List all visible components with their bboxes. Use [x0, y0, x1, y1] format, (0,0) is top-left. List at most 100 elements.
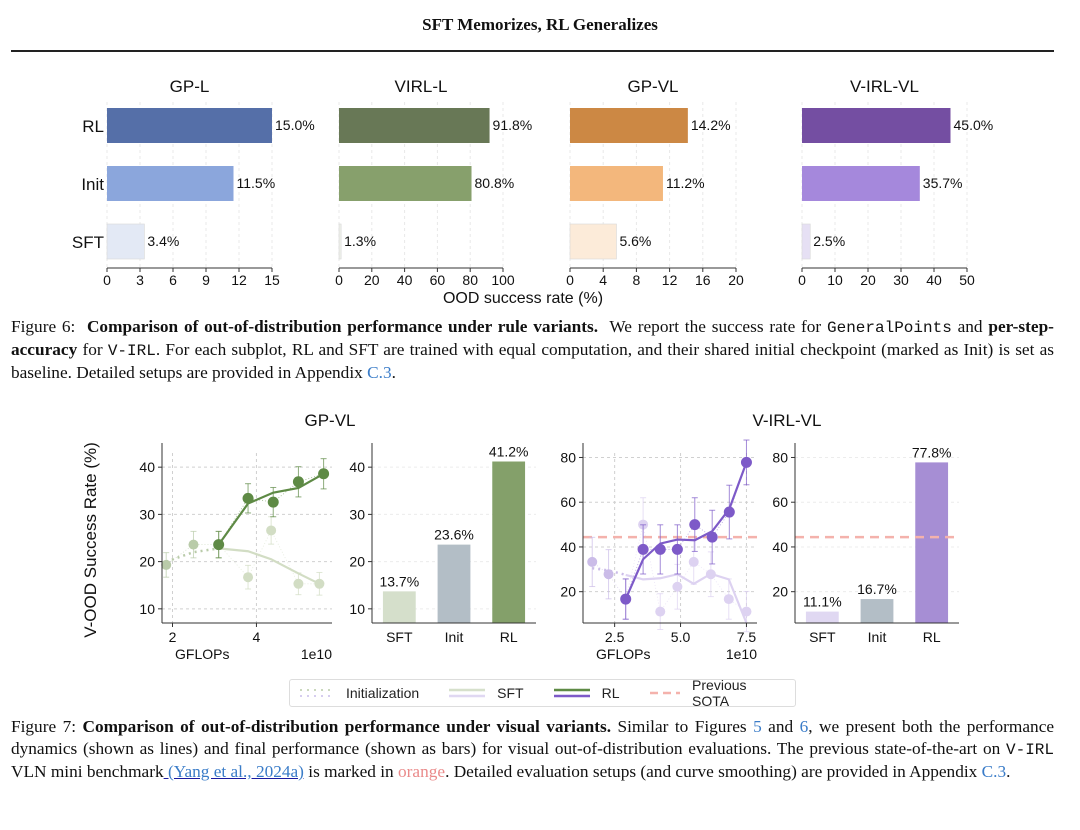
figure7-caption: Figure 7: Comparison of out-of-distribut…	[11, 716, 1054, 783]
fig6-caption-text4: . For each subplot, RL and SFT are train…	[11, 340, 1054, 382]
y-tick-label: 60	[560, 494, 576, 510]
x-tick-label: 60	[430, 272, 446, 288]
smooth-line-sft	[625, 572, 748, 624]
data-point-rl	[740, 456, 752, 468]
data-point-rl	[689, 519, 701, 531]
x-tick-label: 10	[827, 272, 843, 288]
data-point-rl	[620, 593, 632, 605]
legend-swatch-initialization	[300, 689, 332, 697]
bar-value-label: 1.3%	[344, 233, 376, 249]
y-tick-label: 20	[560, 584, 576, 600]
bar-value-label: 11.5%	[237, 175, 276, 191]
bar-value-label: 11.1%	[803, 594, 842, 610]
smooth-line-sft	[218, 547, 320, 585]
figure7-legend: Initialization SFT RL Previous SOTA	[289, 677, 796, 709]
y-tick-label: 80	[560, 449, 576, 465]
bar-value-label: 2.5%	[813, 233, 845, 249]
fig6-caption-prefix: Figure 6:	[11, 317, 76, 336]
x-tick-label: 30	[893, 272, 909, 288]
figure5-link[interactable]: 5	[753, 717, 762, 736]
bar-sft	[106, 223, 145, 260]
fig6-caption-mono1: GeneralPoints	[826, 319, 952, 337]
legend-swatch-sft	[449, 688, 486, 698]
fig7-caption-text6: . Detailed evaluation setups (and curve …	[445, 762, 978, 781]
figure6-caption: Figure 6: Comparison of out-of-distribut…	[11, 316, 1054, 384]
legend-label-initialization: Initialization	[346, 685, 420, 701]
smooth-line-rl	[217, 472, 325, 546]
x-axis-exponent: 1e10	[726, 646, 757, 662]
legend-item-sota: Previous SOTA	[649, 677, 773, 709]
data-point-rl	[242, 492, 254, 504]
x-tick-label: 50	[959, 272, 975, 288]
x-tick-label: 3	[136, 272, 144, 288]
bar-value-label: 14.2%	[691, 117, 731, 133]
data-point-rl	[292, 476, 304, 488]
y-tick-label: 40	[139, 459, 155, 475]
bar-rl	[339, 108, 490, 143]
legend-swatch-sota	[649, 691, 681, 695]
chart-title-virl-l: VIRL-L	[395, 77, 448, 96]
data-point-rl	[706, 531, 718, 543]
smooth-line-initialization	[165, 547, 219, 563]
data-point-initialization	[161, 559, 172, 570]
chart-title-gp-vl: GP-VL	[304, 411, 355, 430]
x-tick-label: 100	[491, 272, 515, 288]
bar-value-label: 35.7%	[923, 175, 963, 191]
y-category-label: RL	[82, 117, 104, 136]
x-axis-label-gflops: GFLOPs	[175, 646, 229, 662]
data-point-initialization	[603, 569, 614, 580]
x-tick-label: 20	[364, 272, 380, 288]
data-point-rl	[637, 543, 649, 555]
bar-value-label: 91.8%	[493, 117, 533, 133]
bar-value-label: 80.8%	[475, 175, 515, 191]
bar-value-label: 13.7%	[379, 573, 419, 589]
x-tick-label: 4	[253, 629, 261, 645]
x-tick-label: 4	[599, 272, 607, 288]
bar-init	[437, 544, 471, 623]
y-tick-label: 20	[349, 554, 365, 570]
data-point-sft	[688, 556, 699, 567]
y-tick-label: 40	[772, 539, 788, 555]
data-point-rl	[723, 506, 735, 518]
x-tick-label: 7.5	[737, 629, 757, 645]
bar-value-label: 23.6%	[434, 527, 474, 543]
y-category-label: SFT	[72, 233, 104, 252]
data-point-sft	[266, 525, 277, 536]
bar-init	[107, 166, 234, 201]
x-tick-label: 0	[798, 272, 806, 288]
data-point-sft	[314, 578, 325, 589]
data-point-sft	[293, 578, 304, 589]
bar-init	[802, 166, 920, 201]
data-point-sft	[655, 606, 666, 617]
fig6-caption-bold: Comparison of out-of-distribution perfor…	[86, 317, 599, 336]
x-axis-label: OOD success rate (%)	[443, 290, 603, 307]
x-tick-label: 2	[169, 629, 177, 645]
fig6-caption-bold2: per-step-accuracy	[11, 317, 1054, 359]
fig7-caption-orange: orange	[398, 762, 446, 781]
bar-value-label: 15.0%	[275, 117, 315, 133]
data-point-sft	[741, 606, 752, 617]
legend-label-rl: RL	[601, 685, 620, 701]
data-point-initialization	[188, 539, 199, 550]
y-axis-label: V-OOD Success Rate (%)	[81, 442, 100, 638]
legend-label-sft: SFT	[497, 685, 524, 701]
x-tick-label: 40	[397, 272, 413, 288]
x-axis-exponent: 1e10	[301, 646, 332, 662]
figure6-link[interactable]: 6	[799, 717, 809, 736]
legend-swatch-rl	[553, 688, 590, 698]
bar-init	[570, 166, 663, 201]
appendix-link[interactable]: C.3	[367, 363, 392, 382]
y-tick-label: 10	[349, 601, 365, 617]
citation-link[interactable]: (Yang et al., 2024a)	[163, 762, 304, 781]
bar-rl	[492, 461, 526, 623]
x-tick-label: 15	[264, 272, 280, 288]
raw-line-initialization	[591, 561, 627, 600]
bar-value-label: 5.6%	[619, 233, 651, 249]
bar-value-label: 77.8%	[912, 444, 952, 460]
appendix-link-fig7[interactable]: C.3	[981, 762, 1007, 781]
fig7-caption-bold: Comparison of out-of-distribution perfor…	[82, 717, 612, 736]
bar-rl	[915, 462, 949, 623]
x-tick-label: 12	[662, 272, 678, 288]
x-category-label: SFT	[809, 629, 836, 645]
chart-title-v-irl-vl: V-IRL-VL	[753, 411, 822, 430]
